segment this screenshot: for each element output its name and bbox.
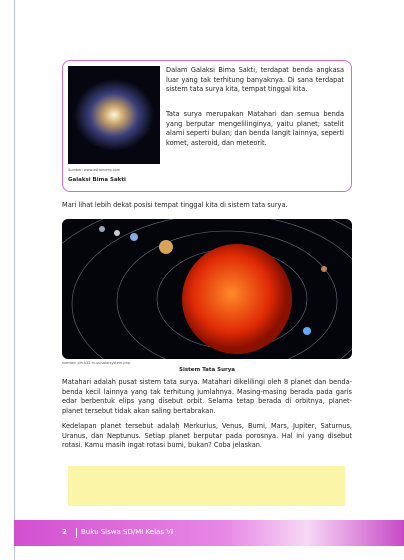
body-paragraph: Matahari adalah pusat sistem tata surya.…: [62, 378, 352, 416]
solar-system-image: [62, 219, 352, 359]
galaxy-image: [68, 66, 160, 164]
page-number: 2: [62, 528, 67, 538]
book-title: Buku Siswa SD/MI Kelas VI: [76, 528, 173, 538]
intro-text: Mari lihat lebih dekat posisi tempat tin…: [62, 201, 352, 211]
figure-caption: Sistem Tata Surya: [62, 366, 352, 376]
body-paragraph: Kedelapan planet tersebut adalah Merkuri…: [62, 422, 352, 451]
box-paragraph: Tata surya merupakan Matahari dan semua …: [166, 110, 344, 148]
margin-line: [14, 0, 15, 560]
answer-box: [68, 466, 345, 506]
page: Sumber: www.astronomy.com Galaksi Bima S…: [0, 0, 404, 560]
box-paragraph: Dalam Galaksi Bima Sakti, terdapat benda…: [166, 66, 344, 95]
image-caption: Galaksi Bima Sakti: [68, 176, 126, 186]
footer-band: [14, 520, 404, 546]
image-source: Sumber: www.astronomy.com: [68, 168, 120, 173]
